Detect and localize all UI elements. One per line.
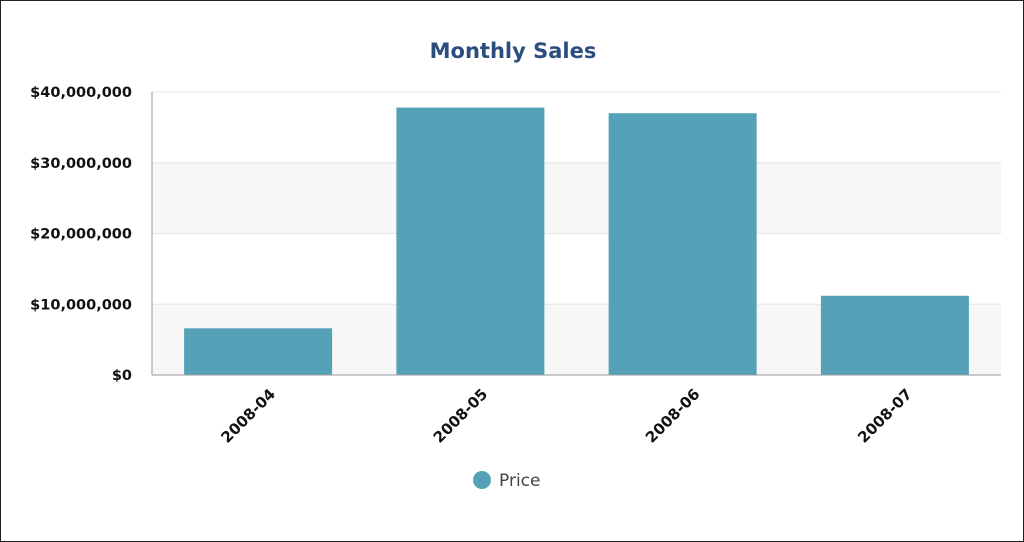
- x-tick-label: 2008-06: [642, 385, 703, 446]
- y-tick-label: $40,000,000: [30, 85, 132, 101]
- legend-marker-price: [473, 471, 491, 489]
- x-axis-tick-labels: 2008-04 2008-05 2008-06 2008-07: [218, 385, 916, 446]
- x-tick-label: 2008-07: [854, 385, 915, 446]
- x-tick-label: 2008-04: [218, 385, 279, 446]
- bar-series-price: [184, 107, 969, 375]
- y-axis-tick-labels: $0 $10,000,000 $20,000,000 $30,000,000 $40,0…: [30, 85, 132, 384]
- legend[interactable]: Price: [473, 471, 540, 491]
- bar-2008-06[interactable]: [608, 113, 757, 375]
- bar-2008-07[interactable]: [820, 295, 969, 375]
- y-tick-label: $10,000,000: [30, 297, 132, 313]
- chart-title: Monthly Sales: [430, 39, 597, 63]
- y-tick-label: $20,000,000: [30, 227, 132, 243]
- x-tick-label: 2008-05: [430, 385, 491, 446]
- bar-2008-05[interactable]: [396, 107, 545, 375]
- legend-label-price: Price: [499, 471, 540, 491]
- y-tick-label: $30,000,000: [30, 156, 132, 172]
- bar-2008-04[interactable]: [184, 328, 333, 375]
- plot-band: [152, 162, 1001, 234]
- y-tick-label: $0: [112, 368, 132, 384]
